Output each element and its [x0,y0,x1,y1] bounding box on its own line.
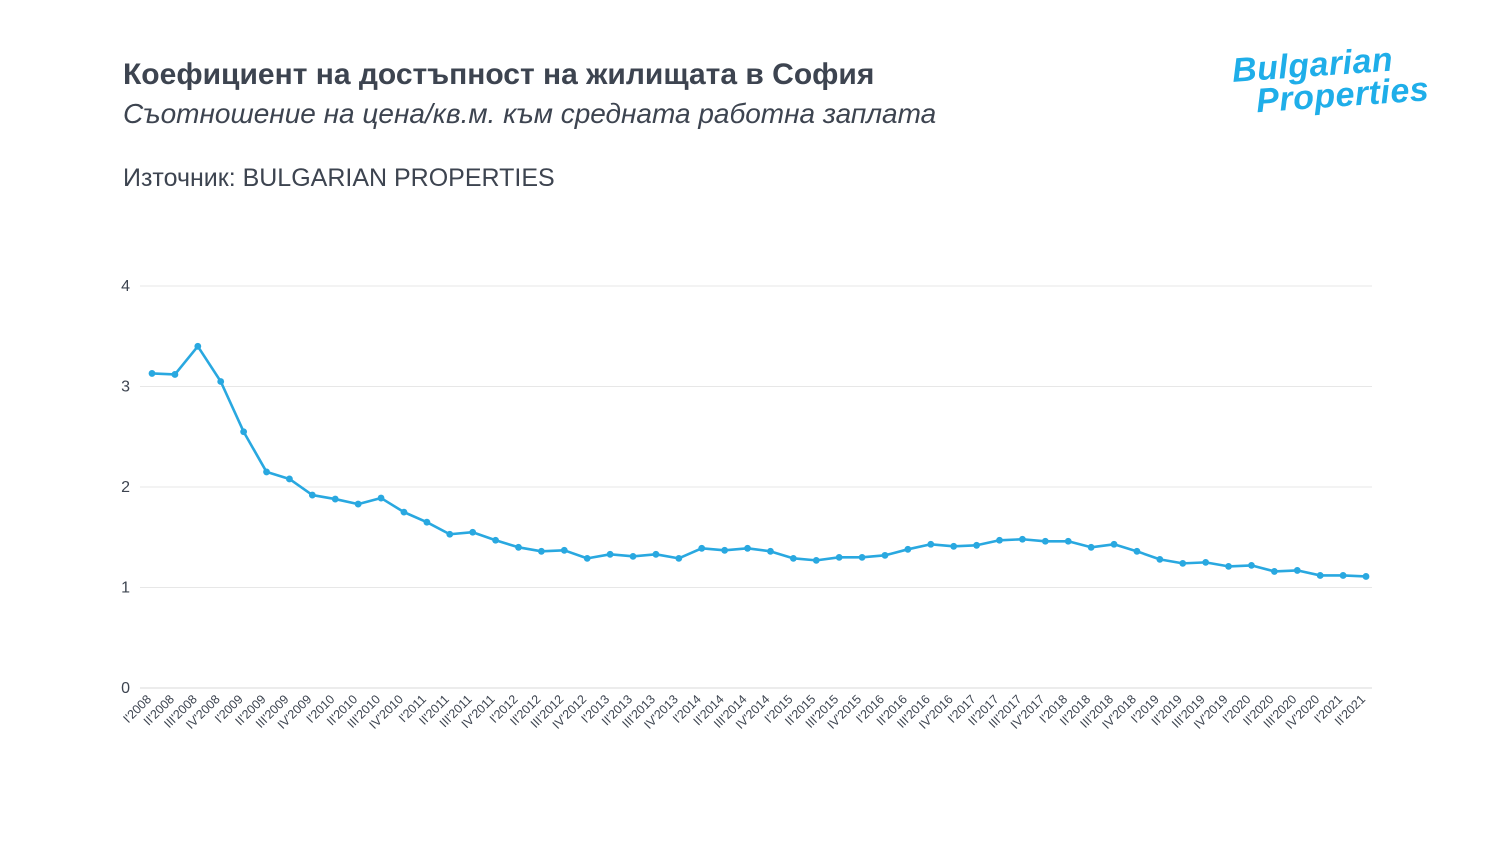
data-point [308,491,316,499]
data-point [927,540,935,548]
data-point [789,554,797,562]
data-point [1270,568,1278,575]
y-tick-label: 3 [121,379,130,396]
data-point [194,342,202,350]
data-point [377,494,385,502]
data-point [1110,540,1118,548]
data-point [331,495,339,503]
data-point [1019,535,1026,543]
data-point [973,541,981,549]
data-point [652,550,660,558]
y-tick-label: 4 [121,278,130,295]
data-point [171,371,179,378]
data-point [1316,572,1324,579]
data-point [629,552,637,560]
data-point [1248,561,1255,569]
line-chart: 0 1 2 3 4 I'2008 II'2008 III'2008 IV'2008 I'2009 I… [0,228,1500,844]
data-point [1064,537,1072,545]
page-title: Коефициент на достъпност на жилищата в С… [123,58,875,91]
data-point [1362,573,1370,580]
data-point [698,544,706,552]
data-point [904,545,912,553]
data-point [812,556,820,564]
y-tick-label: 1 [121,580,130,597]
data-point [286,475,293,483]
bulgarian-properties-logo: Bulgarian Properties [1231,41,1431,121]
chart-svg: 01234I'2008II'2008III'2008IV'2008I'2009I… [120,278,1372,732]
data-point [583,554,591,562]
data-point [1179,559,1187,567]
data-point [446,530,454,538]
data-point [950,542,958,550]
page-subtitle: Съотношение на цена/кв.м. към средната р… [123,98,937,129]
data-point [1225,562,1232,570]
data-point [881,551,889,559]
data-point [767,547,774,555]
data-point [858,553,866,561]
data-point [400,508,408,516]
data-point [469,528,477,536]
data-point [423,518,431,526]
chart-header: Коефициент на достъпност на жилищата в С… [123,58,936,193]
data-point [835,553,843,561]
data-point [606,550,614,558]
data-point [1339,572,1347,579]
y-tick-label: 0 [121,680,130,697]
data-point [560,546,568,554]
data-point [263,468,270,476]
data-point [996,536,1003,544]
data-point [1156,555,1164,563]
data-point [744,544,751,552]
y-tick-label: 2 [121,479,130,496]
data-point [240,428,248,436]
logo-text-line2: Properties [1254,70,1431,121]
source-label: Източник: BULGARIAN PROPERTIES [123,164,555,192]
data-point [354,500,362,508]
data-point [217,378,225,385]
data-point [148,370,156,377]
data-point [1087,543,1095,551]
data-point [1041,537,1049,545]
data-point [515,543,522,551]
data-point [1133,547,1141,555]
data-point [537,547,545,555]
data-line [150,345,1368,578]
data-point [721,546,729,554]
data-point [492,536,499,544]
data-point [675,554,683,562]
data-point [1293,567,1301,574]
data-point [1202,558,1210,566]
